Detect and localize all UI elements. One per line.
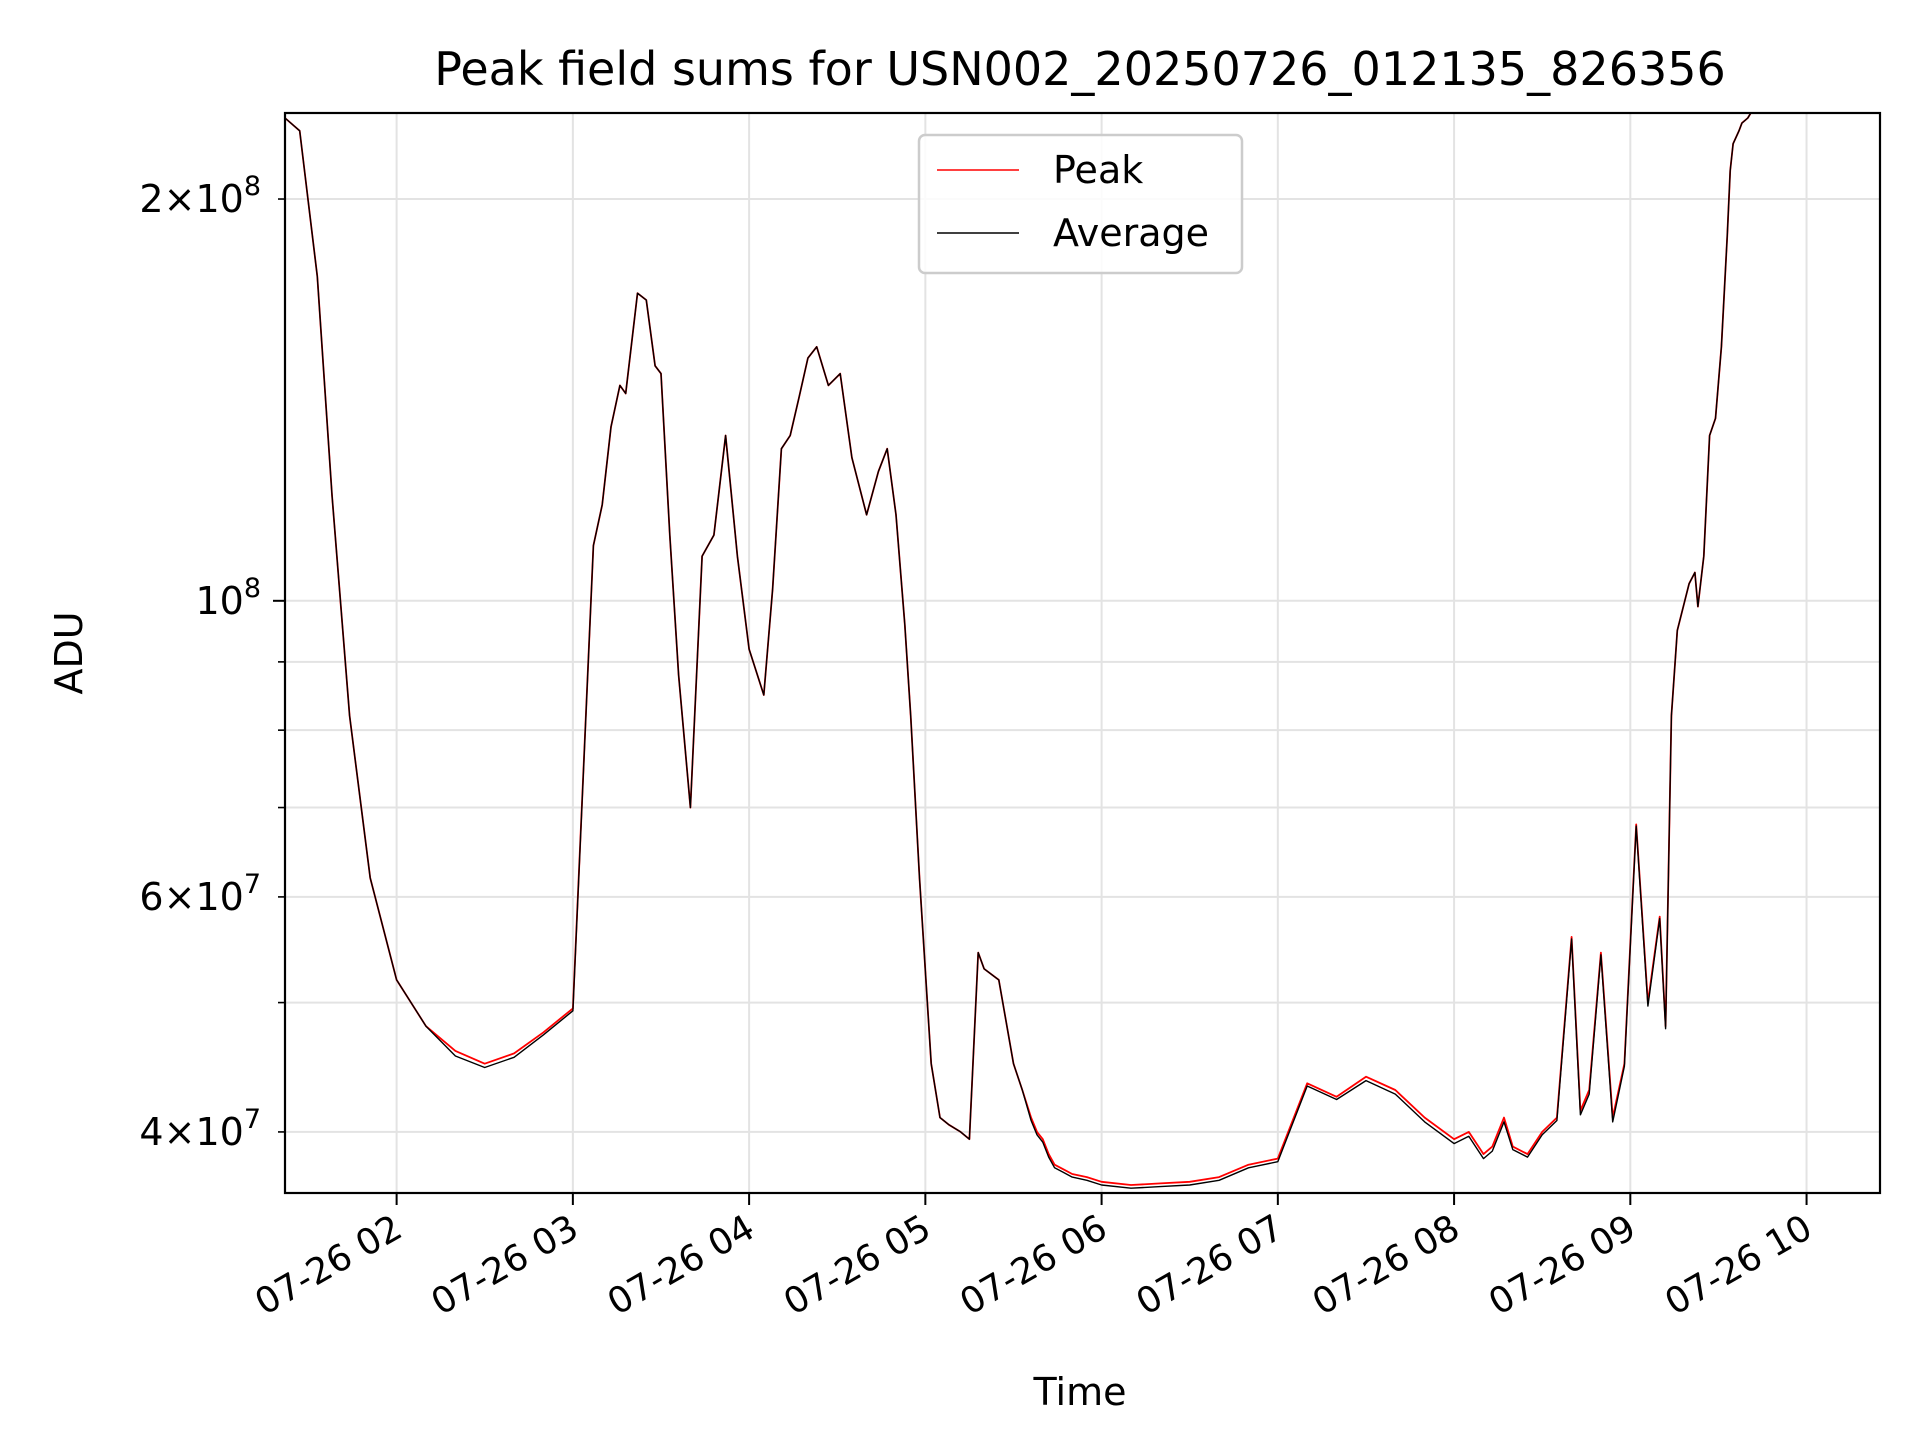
y-tick-times: × <box>164 1110 196 1154</box>
legend-label-average: Average <box>1053 211 1209 255</box>
legend: Peak Average <box>917 133 1244 275</box>
y-tick-label: 4×107 <box>139 1104 261 1154</box>
y-tick-exponent: 7 <box>244 869 261 900</box>
series-line-average <box>284 112 1854 1189</box>
y-tick-base: 10 <box>195 1110 243 1154</box>
y-tick-times: × <box>164 875 196 919</box>
grid-lines <box>285 113 1880 1193</box>
y-tick-exponent: 7 <box>244 1104 261 1135</box>
y-tick-base: 10 <box>195 177 243 221</box>
x-axis-label: Time <box>1033 1370 1127 1414</box>
legend-label-peak: Peak <box>1053 148 1143 192</box>
y-tick-base: 10 <box>195 875 243 919</box>
plot-area-background <box>285 113 1880 1193</box>
chart-title: Peak field sums for USN002_20250726_0121… <box>434 42 1726 96</box>
series-lines <box>284 112 1854 1189</box>
y-tick-mantissa: 2 <box>139 177 163 221</box>
y-axis-label: ADU <box>47 611 91 694</box>
y-tick-base: 10 <box>195 579 243 623</box>
y-tick-mantissa: 6 <box>139 875 163 919</box>
y-tick-mantissa: 4 <box>139 1110 163 1154</box>
y-tick-exponent: 8 <box>244 573 261 604</box>
y-tick-label: 2×108 <box>139 171 261 221</box>
y-tick-label: 108 <box>195 573 261 623</box>
y-tick-times: × <box>164 177 196 221</box>
plot-frame <box>283 111 1882 1195</box>
y-tick-label: 6×107 <box>139 869 261 919</box>
y-tick-exponent: 8 <box>244 171 261 202</box>
